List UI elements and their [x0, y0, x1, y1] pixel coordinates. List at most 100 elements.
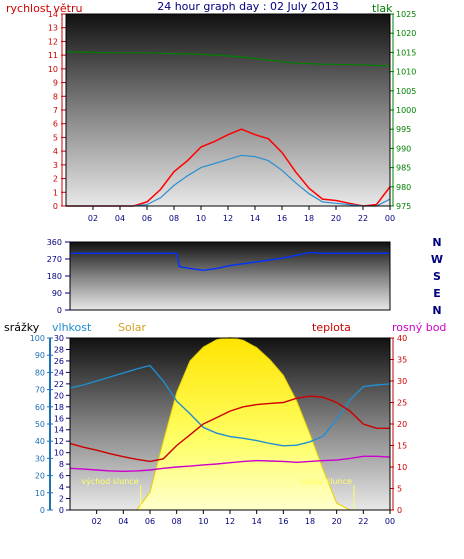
rain-tick-label: 60: [35, 403, 45, 412]
chart-title: 24 hour graph day : 02 July 2013: [157, 0, 339, 13]
x-tick-label: 08: [169, 214, 179, 223]
compass-label: E: [433, 287, 441, 300]
humidity-tick-label: 18: [54, 403, 64, 412]
x-tick-label: 22: [358, 517, 368, 526]
humidity-tick-label: 30: [54, 334, 64, 343]
humidity-tick-label: 4: [59, 483, 64, 492]
wind-tick-label: 11: [48, 51, 58, 60]
direction-tick-label: 90: [52, 289, 62, 298]
rain-tick-label: 40: [35, 437, 45, 446]
humidity-tick-label: 10: [54, 449, 64, 458]
humidity-line: [69, 364, 391, 447]
direction-tick-label: 0: [57, 306, 62, 315]
rain-tick-label: 10: [35, 489, 45, 498]
pressure-tick-label: 1000: [396, 106, 416, 115]
wind-tick-label: 10: [48, 65, 58, 74]
dewpoint-axis-title: rosný bod: [392, 321, 446, 334]
rain-tick-label: 90: [35, 351, 45, 360]
pressure-tick-label: 975: [396, 202, 411, 211]
wind-tick-label: 8: [53, 92, 58, 101]
direction-tick-label: 360: [47, 238, 62, 247]
compass-label: S: [433, 270, 441, 283]
direction-tick-label: 180: [47, 272, 62, 281]
wind-tick-label: 6: [53, 120, 58, 129]
humidity-tick-label: 2: [59, 495, 64, 504]
x-tick-label: 02: [92, 517, 102, 526]
direction-tick-label: 270: [47, 255, 62, 264]
temperature-line: [69, 395, 390, 463]
humidity-tick-label: 6: [59, 472, 64, 481]
temperature-tick-label: 30: [397, 377, 407, 386]
x-tick-label: 00: [385, 214, 395, 223]
rain-tick-label: 0: [40, 506, 45, 515]
x-tick-label: 20: [332, 517, 342, 526]
compass-label: N: [432, 236, 441, 249]
x-tick-label: 10: [198, 517, 208, 526]
x-tick-label: 20: [331, 214, 341, 223]
x-tick-label: 18: [304, 214, 314, 223]
pressure-tick-label: 995: [396, 125, 411, 134]
wind-tick-label: 0: [53, 202, 58, 211]
temperature-tick-label: 5: [397, 485, 402, 494]
humidity-tick-label: 8: [59, 460, 64, 469]
wind-tick-label: 9: [53, 79, 58, 88]
humidity-tick-label: 26: [54, 357, 64, 366]
wind-tick-label: 4: [53, 147, 58, 156]
pressure-tick-label: 985: [396, 164, 411, 173]
rain-tick-label: 30: [35, 454, 45, 463]
humidity-tick-label: 24: [54, 368, 64, 377]
temperature-tick-label: 15: [397, 442, 407, 451]
humidity-tick-label: 22: [54, 380, 64, 389]
solar-axis-title: Solar: [118, 321, 147, 334]
pressure-tick-label: 1025: [396, 10, 416, 19]
x-tick-label: 06: [145, 517, 155, 526]
x-tick-label: 12: [223, 214, 233, 223]
x-tick-label: 10: [196, 214, 206, 223]
x-tick-label: 04: [115, 214, 125, 223]
wind-tick-label: 14: [48, 10, 58, 19]
x-tick-label: 22: [358, 214, 368, 223]
x-tick-label: 04: [118, 517, 128, 526]
direction-panel-background: [70, 242, 390, 310]
humidity-tick-label: 16: [54, 414, 64, 423]
humidity-tick-label: 14: [54, 426, 64, 435]
x-tick-label: 08: [172, 517, 182, 526]
wind-tick-label: 12: [48, 37, 58, 46]
x-tick-label: 16: [277, 214, 287, 223]
rain-tick-label: 50: [35, 420, 45, 429]
humidity-tick-label: 0: [59, 506, 64, 515]
x-tick-label: 14: [252, 517, 262, 526]
rain-tick-label: 100: [30, 334, 45, 343]
temperature-tick-label: 0: [397, 506, 402, 515]
climate-panel-frame: [69, 337, 391, 511]
sun-event-label: východ slunce: [81, 477, 138, 486]
pressure-tick-label: 1015: [396, 48, 416, 57]
dewpoint-line: [69, 455, 391, 473]
rain-tick-label: 70: [35, 386, 45, 395]
humidity-axis-title: vlhkost: [52, 321, 92, 334]
wind-tick-label: 1: [53, 188, 58, 197]
wind-tick-label: 13: [48, 24, 58, 33]
pressure-axis-title: tlak: [372, 2, 393, 15]
wind-direction-line: [70, 251, 390, 272]
rain-tick-label: 80: [35, 368, 45, 377]
temperature-tick-label: 40: [397, 334, 407, 343]
direction-panel-frame: [69, 241, 391, 311]
pressure-line: [66, 51, 391, 67]
pressure-tick-label: 1010: [396, 68, 416, 77]
temperature-axis-title: teplota: [312, 321, 351, 334]
pressure-tick-label: 980: [396, 183, 411, 192]
x-tick-label: 12: [225, 517, 235, 526]
temperature-tick-label: 25: [397, 399, 407, 408]
x-tick-label: 16: [278, 517, 288, 526]
compass-label: N: [432, 304, 441, 317]
wind-panel-frame: [65, 13, 391, 207]
climate-panel-axes: 0102030405060708090100024681012141618202…: [30, 334, 407, 526]
x-tick-label: 06: [142, 214, 152, 223]
wind-tick-label: 5: [53, 133, 58, 142]
rain-tick-label: 20: [35, 472, 45, 481]
wind-panel-axes: 0123456789101112131497598098599099510001…: [48, 10, 417, 223]
